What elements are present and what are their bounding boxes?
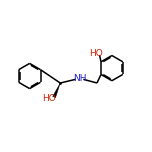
Text: HO: HO <box>42 94 56 103</box>
Polygon shape <box>53 83 60 98</box>
Text: NH: NH <box>73 74 86 83</box>
Text: HO: HO <box>89 49 103 58</box>
